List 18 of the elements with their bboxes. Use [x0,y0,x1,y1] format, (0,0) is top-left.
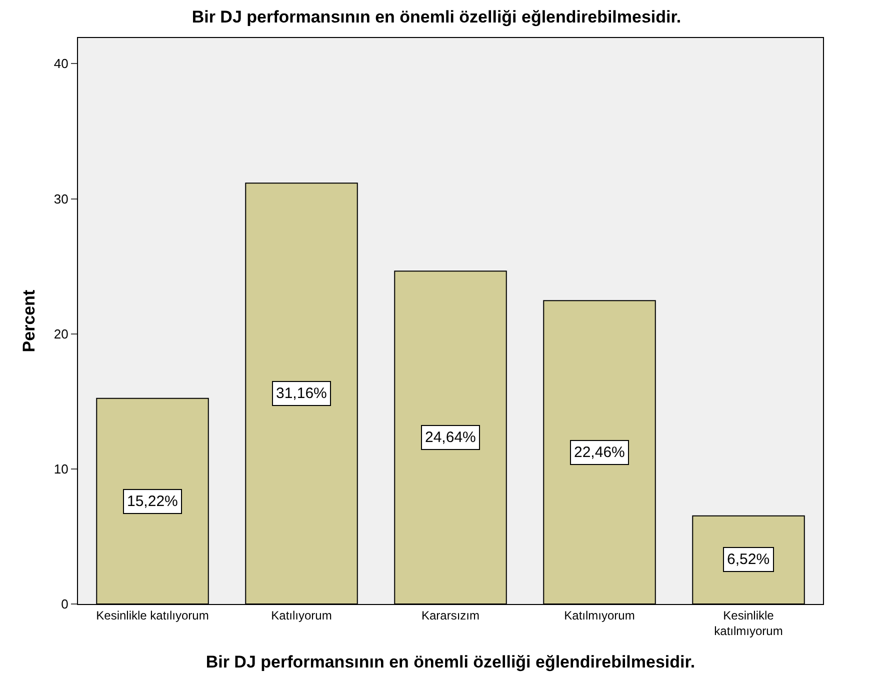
chart-title: Bir DJ performansının en önemli özelliği eğlendirebilmesidir. [192,7,682,26]
data-label: 24,64% [425,429,476,446]
x-tick-label: Katılmıyorum [564,608,635,622]
data-label: 15,22% [127,493,178,510]
x-tick-label: Kesinlikle katılmıyorum [714,608,783,638]
y-axis-title: Percent [19,289,38,352]
y-tick-label: 10 [54,461,68,476]
y-tick-label: 20 [54,326,68,342]
x-tick-label: Kararsızım [421,608,480,622]
data-label: 6,52% [727,551,770,568]
y-tick-label: 0 [61,596,68,612]
x-tick-label: Kesinlikle katılıyorum [96,608,209,622]
y-tick-label: 40 [54,56,68,72]
x-tick-label: Katılıyorum [271,608,332,622]
data-label: 22,46% [574,444,625,461]
x-axis-title: Bir DJ performansının en önemli özelliği eğlendirebilmesidir. [206,652,696,672]
y-tick-label: 30 [54,191,68,206]
data-label: 31,16% [276,385,327,402]
